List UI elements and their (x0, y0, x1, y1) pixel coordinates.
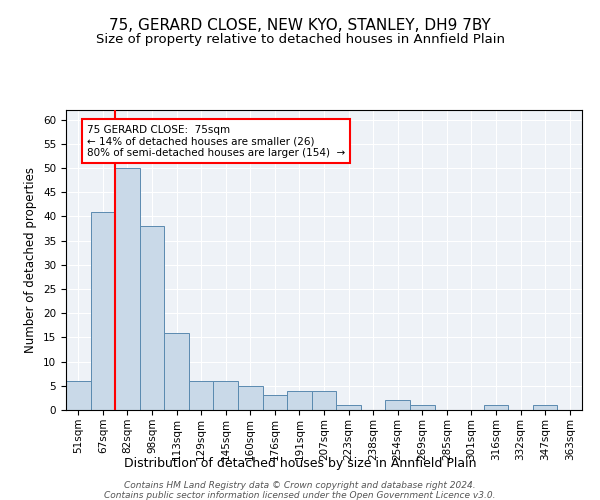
Bar (238, 386, 263, 410)
Y-axis label: Number of detached properties: Number of detached properties (25, 167, 37, 353)
Bar (533, 405, 557, 410)
Bar (189, 381, 214, 410)
Bar (214, 381, 238, 410)
Text: 75 GERARD CLOSE:  75sqm
← 14% of detached houses are smaller (26)
80% of semi-de: 75 GERARD CLOSE: 75sqm ← 14% of detached… (87, 124, 345, 158)
Bar (164, 332, 189, 410)
Bar (484, 405, 508, 410)
Bar (410, 405, 434, 410)
Bar (312, 390, 336, 410)
Bar (336, 405, 361, 410)
Bar (287, 390, 312, 410)
Text: 75, GERARD CLOSE, NEW KYO, STANLEY, DH9 7BY: 75, GERARD CLOSE, NEW KYO, STANLEY, DH9 … (109, 18, 491, 32)
Bar (66, 381, 91, 410)
Bar (91, 212, 115, 410)
Bar (140, 226, 164, 410)
Text: Size of property relative to detached houses in Annfield Plain: Size of property relative to detached ho… (95, 32, 505, 46)
Text: Distribution of detached houses by size in Annfield Plain: Distribution of detached houses by size … (124, 458, 476, 470)
Bar (385, 400, 410, 410)
Bar (115, 168, 140, 410)
Text: Contains HM Land Registry data © Crown copyright and database right 2024.
Contai: Contains HM Land Registry data © Crown c… (104, 481, 496, 500)
Bar (263, 396, 287, 410)
